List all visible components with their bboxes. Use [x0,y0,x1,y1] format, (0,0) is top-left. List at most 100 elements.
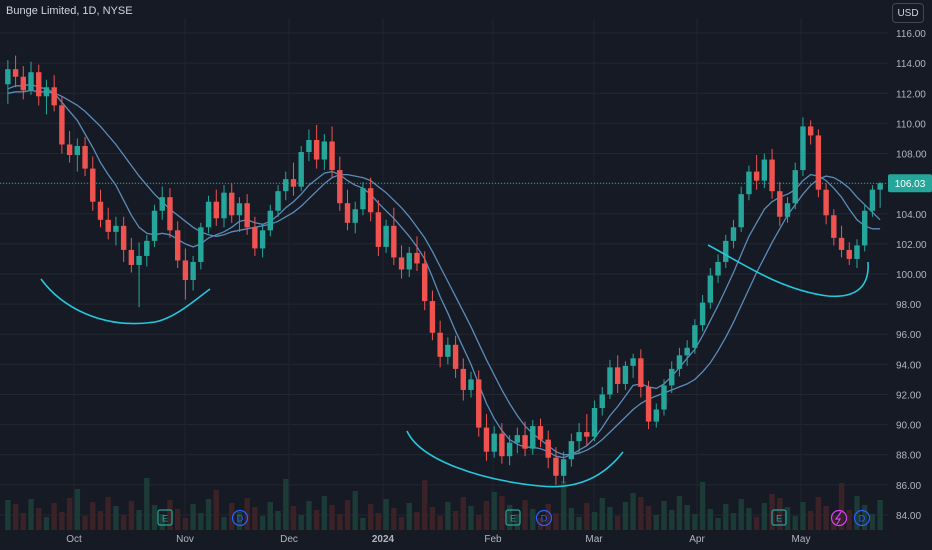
volume-bar [275,511,281,530]
candle-body [59,105,65,145]
volume-bar [792,516,798,530]
volume-bar [869,514,876,530]
volume-bar [429,507,436,530]
volume-bar [522,500,528,530]
moving-average-slow [7,89,881,456]
trend-annotation-arc [707,244,869,298]
volume-bar [622,502,629,530]
candle-body [74,146,81,156]
dividend-marker [231,509,249,527]
volume-bar [136,510,142,530]
candle-body [267,210,274,231]
trend-annotation-arc [406,430,624,488]
volume-bar [599,498,605,530]
currency-button[interactable]: USD [892,3,924,23]
candle-body [661,385,667,410]
volume-bar [28,499,34,530]
volume-bar [383,499,389,530]
x-tick-label: Apr [689,534,705,545]
y-tick-label: 92.00 [896,390,921,401]
volume-bar [576,517,582,530]
candle-body [699,302,706,326]
candle-body [97,201,104,220]
volume-bar [59,512,65,530]
candle-body [259,230,266,249]
candle-body [777,191,783,217]
candle-body [422,263,428,302]
candle-body [522,435,528,449]
y-tick-label: 108.00 [896,150,927,161]
earnings-marker [157,509,173,526]
x-tick-label: Nov [176,534,194,545]
volume-bar [144,478,150,530]
candle-body [584,432,590,437]
volume-bar [174,509,181,530]
y-tick-label: 98.00 [896,300,921,311]
volume-bar [236,512,243,530]
volume-bar [290,506,297,530]
dividend-marker-label: D [237,514,244,524]
volume-bar [607,507,613,530]
candle-body [576,432,582,442]
volume-bar [159,514,165,530]
candle-body [275,191,281,211]
y-tick-label: 86.00 [896,481,921,492]
volume-bar [807,511,814,530]
volume-bar [12,504,19,530]
volume-bar [723,504,729,530]
candle-body [723,240,729,262]
candle-body [229,192,235,216]
candle-body [213,201,219,219]
x-tick-label: Feb [484,534,502,545]
volume-bar [638,497,644,530]
candle-body [753,171,760,181]
volume-bar [684,505,690,530]
chart-title: Bunge Limited, 1D, NYSE [6,5,133,17]
volume-bar [614,516,621,530]
volume-bar [730,513,737,530]
candle-body [414,252,420,264]
volume-bar [661,501,667,530]
volume-bar [252,507,258,530]
volume-bar [352,491,358,530]
candle-body [167,197,173,231]
y-tick-label: 88.00 [896,451,921,462]
volume-bar [784,507,791,530]
earnings-marker-label: E [162,514,168,524]
volume-bar [460,497,466,530]
volume-bar [676,496,683,530]
dividend-marker [853,509,871,527]
volume-bar [491,492,497,530]
candle-body [676,355,683,369]
y-tick-label: 90.00 [896,421,921,432]
volume-bar [777,498,783,530]
candle-body [715,261,721,276]
volume-bar [283,479,289,530]
candle-body [506,442,513,457]
volume-bar [452,511,459,530]
candle-body [298,152,304,187]
candle-body [854,245,860,259]
volume-bar [205,499,212,530]
volume-bar [591,512,598,530]
candle-body [807,126,814,136]
volume-bar [815,497,822,530]
candle-body [784,203,791,217]
candle-body [483,427,490,452]
volume-bar [414,512,420,530]
candle-body [406,252,412,270]
volume-bar [360,518,366,530]
volume-bar [422,480,428,530]
volume-bar [329,505,335,530]
candle-body [329,141,335,171]
candle-body [360,188,366,210]
candle-body [800,126,806,171]
candle-body [607,367,613,395]
candle-body [391,225,397,258]
earnings-marker [505,509,521,526]
volume-bar [36,508,42,530]
candle-body [283,179,289,192]
volume-bar [823,506,829,530]
candle-body [344,203,351,223]
